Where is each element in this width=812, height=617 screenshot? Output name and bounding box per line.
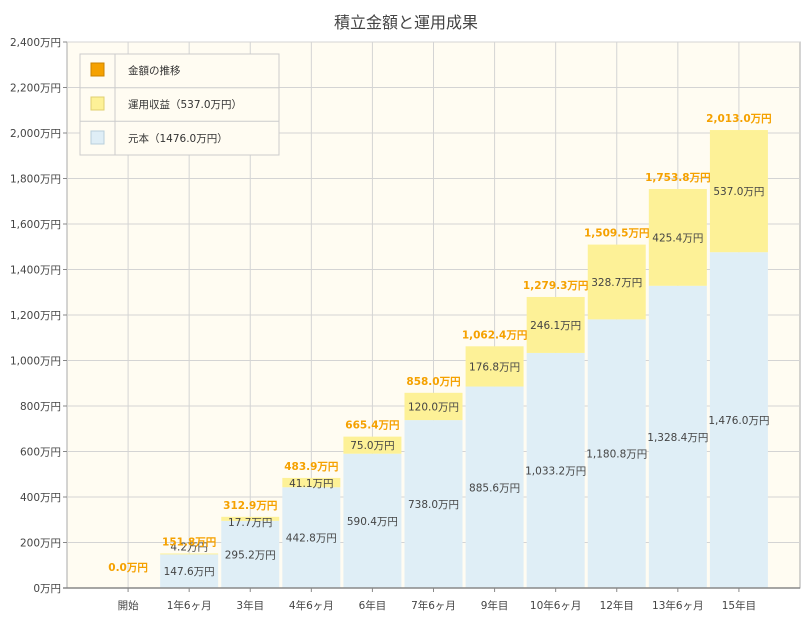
bar-principal [587,319,646,588]
total-value-label: 483.9万円 [284,461,338,473]
legend-label-principal: 元本（1476.0万円） [128,132,228,145]
x-tick-label: 12年目 [600,599,634,612]
bar-principal [404,420,463,588]
legend-label-totals: 金額の推移 [128,64,181,77]
bar-profit [160,553,219,555]
profit-value-label: 425.4万円 [652,232,703,244]
x-tick-label: 7年6ヶ月 [411,599,456,612]
profit-value-label: 246.1万円 [530,320,581,332]
x-tick-label: 3年目 [236,599,264,612]
y-tick-label: 200万円 [20,538,61,550]
total-value-label: 1,279.3万円 [523,280,589,292]
profit-value-label: 328.7万円 [591,277,642,289]
profit-value-label: 4.2万円 [170,541,208,553]
bar-principal [648,285,707,588]
total-value-label: 1,509.5万円 [584,228,650,240]
legend-box [79,53,280,156]
y-tick-label: 2,200万円 [10,83,61,95]
bar-profit [282,477,341,488]
principal-value-label: 1,180.8万円 [586,449,647,461]
profit-value-label: 176.8万円 [469,361,520,373]
profit-value-label: 537.0万円 [713,186,764,198]
x-tick-label: 15年目 [722,599,756,612]
x-tick-label: 開始 [118,599,139,612]
x-tick-label: 6年目 [359,599,387,612]
y-tick-label: 1,000万円 [10,356,61,368]
bar-principal [343,453,402,588]
x-tick-label: 10年6ヶ月 [530,599,582,612]
principal-value-label: 590.4万円 [347,516,398,528]
bar-profit [587,244,646,320]
legend: 金額の推移 運用収益（537.0万円） 元本（1476.0万円） [79,53,280,156]
bar-principal [221,520,280,588]
chart-title: 積立金額と運用成果 [334,13,478,32]
x-tick-label: 4年6ヶ月 [289,599,334,612]
principal-value-label: 1,033.2万円 [525,465,586,477]
bar-profit [221,516,280,521]
profit-value-label: 75.0万円 [350,440,394,452]
principal-value-label: 442.8万円 [286,533,337,545]
principal-value-label: 147.6万円 [164,566,215,578]
y-tick-label: 0万円 [33,583,61,595]
legend-swatch-principal [90,130,105,145]
y-tick-label: 1,200万円 [10,310,61,322]
y-tick-label: 1,400万円 [10,265,61,277]
y-tick-label: 2,000万円 [10,128,61,140]
principal-value-label: 885.6万円 [469,482,520,494]
x-tick-label: 13年6ヶ月 [652,599,704,612]
bar-principal [160,554,219,588]
y-tick-label: 2,400万円 [10,37,61,49]
profit-value-label: 41.1万円 [289,478,333,490]
total-value-label: 0.0万円 [108,562,148,574]
principal-value-label: 1,328.4万円 [647,432,708,444]
bar-profit [343,436,402,454]
principal-value-label: 738.0万円 [408,499,459,511]
x-tick-label: 9年目 [481,599,509,612]
bar-profit [709,130,768,253]
total-value-label: 2,013.0万円 [706,113,772,125]
total-value-label: 665.4万円 [345,420,399,432]
y-tick-label: 1,800万円 [10,174,61,186]
total-value-label: 858.0万円 [406,376,460,388]
legend-swatch-totals [90,62,105,77]
profit-value-label: 17.7万円 [228,517,272,529]
bar-principal [465,386,524,588]
principal-value-label: 295.2万円 [225,549,276,561]
total-value-label: 151.8万円 [162,536,216,548]
bar-principal [526,352,585,588]
bars [160,130,768,588]
bar-profit [404,392,463,421]
legend-label-profit: 運用収益（537.0万円） [128,98,242,111]
y-tick-label: 600万円 [20,447,61,459]
axes: 0万円 200万円 400万円 600万円 800万円 1,000万円 1,200万円 1,4… [10,37,800,612]
bar-profit [526,296,585,353]
profit-value-label: 120.0万円 [408,401,459,413]
y-tick-label: 1,600万円 [10,219,61,231]
bar-principal [709,252,768,588]
bar-profit [648,189,707,286]
total-value-label: 312.9万円 [223,500,277,512]
y-tick-label: 800万円 [20,401,61,413]
legend-swatch-profit [90,96,105,111]
y-tick-label: 400万円 [20,492,61,504]
principal-value-label: 1,476.0万円 [708,415,769,427]
bar-principal [282,487,341,588]
total-value-label: 1,062.4万円 [462,329,528,341]
total-value-label: 1,753.8万円 [645,172,711,184]
x-tick-label: 1年6ヶ月 [167,599,212,612]
bar-profit [465,346,524,387]
